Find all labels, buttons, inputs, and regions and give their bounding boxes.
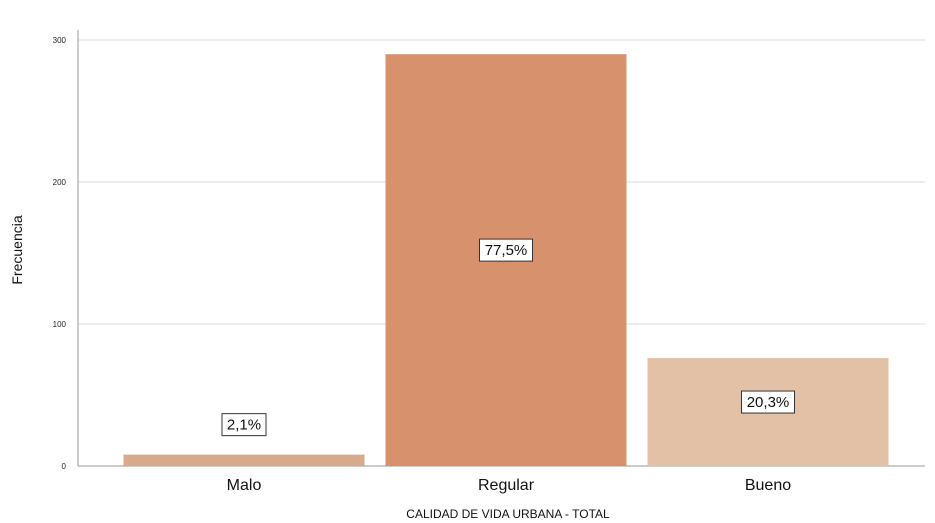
data-label-text: 2,1% — [227, 417, 261, 434]
y-tick-label: 0 — [62, 462, 67, 471]
data-labels: 2,1% 77,5% 20,3% — [221, 238, 795, 437]
data-label: 77,5% — [479, 238, 533, 262]
x-tick-label: Malo — [227, 477, 262, 494]
x-tick-label: Bueno — [745, 477, 791, 494]
data-label: 2,1% — [221, 413, 267, 437]
x-tick-label: Regular — [478, 477, 535, 494]
x-tick-labels: Malo Regular Bueno — [227, 477, 792, 494]
y-tick-label: 300 — [53, 36, 67, 45]
data-label-box — [221, 413, 267, 437]
data-label: 20,3% — [741, 390, 795, 414]
x-axis-title: CALIDAD DE VIDA URBANA - TOTAL — [406, 507, 610, 521]
y-tick-labels: 0 100 200 300 — [53, 36, 67, 471]
data-label-box — [479, 238, 533, 262]
y-axis-title: Frecuencia — [9, 215, 25, 284]
bar-malo — [123, 454, 365, 466]
y-tick-label: 100 — [53, 320, 67, 329]
data-label-text: 77,5% — [485, 242, 528, 259]
y-tick-label: 200 — [53, 178, 67, 187]
data-label-box — [741, 390, 795, 414]
data-label-text: 20,3% — [747, 394, 790, 411]
